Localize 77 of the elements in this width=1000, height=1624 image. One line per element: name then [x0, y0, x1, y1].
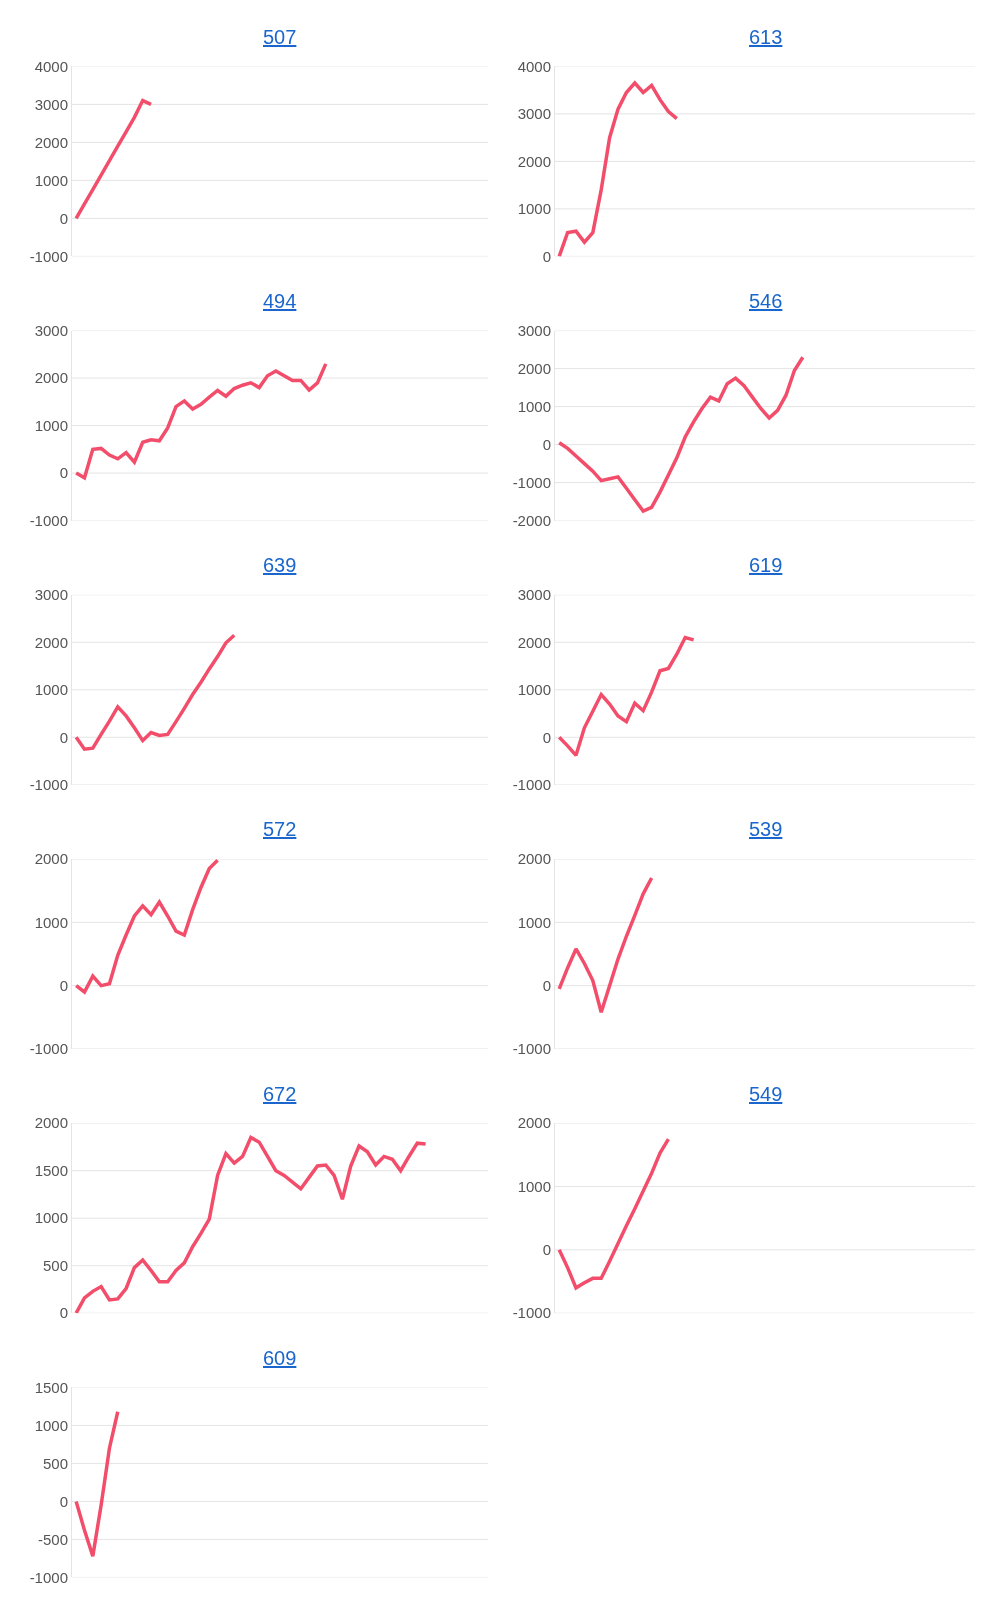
chart-title: 539: [749, 818, 783, 840]
line-series: [74, 362, 328, 480]
y-tick-label: 2000: [34, 1114, 68, 1132]
y-tick-label: 3000: [34, 321, 68, 339]
y-tick-label: 1000: [34, 1209, 68, 1227]
y-tick-label: 3000: [517, 586, 551, 604]
chart-title: 507: [263, 26, 297, 48]
y-tick-label: 2000: [34, 850, 68, 868]
y-tick-label: 1000: [517, 1177, 551, 1195]
chart-title: 672: [263, 1083, 297, 1105]
y-tick-label: 3000: [34, 586, 68, 604]
line-series: [74, 1135, 428, 1314]
line-series: [74, 633, 236, 751]
y-tick-label: 2000: [517, 359, 551, 377]
y-tick-label: 1000: [34, 681, 68, 699]
y-tick-label: 1000: [34, 913, 68, 931]
y-tick-label: 500: [42, 1256, 68, 1274]
y-tick-label: 0: [59, 1492, 68, 1510]
y-tick-label: 0: [59, 1304, 68, 1322]
y-tick-label: 2000: [517, 152, 551, 170]
y-tick-label: -1000: [29, 511, 68, 529]
line-series: [74, 98, 153, 221]
y-tick-label: -1000: [29, 1040, 68, 1058]
y-tick-label: 1000: [34, 416, 68, 434]
y-tick-label: 4000: [517, 57, 551, 75]
y-tick-label: 0: [542, 728, 551, 746]
y-tick-label: 0: [542, 976, 551, 994]
y-tick-label: 3000: [34, 95, 68, 113]
y-tick-label: 1500: [34, 1161, 68, 1179]
line-series: [557, 81, 679, 257]
line-series: [557, 355, 805, 513]
y-tick-label: 2000: [34, 633, 68, 651]
chart-title: 619: [749, 554, 783, 576]
y-tick-label: 0: [542, 1241, 551, 1259]
line-series: [557, 1137, 671, 1290]
chart-title: 549: [749, 1083, 783, 1105]
y-tick-label: -1000: [512, 1040, 551, 1058]
y-tick-label: 0: [59, 976, 68, 994]
y-tick-label: 2000: [517, 1114, 551, 1132]
y-tick-label: 0: [59, 728, 68, 746]
y-tick-label: 0: [542, 435, 551, 453]
y-tick-label: 4000: [34, 57, 68, 75]
y-tick-label: 0: [542, 247, 551, 265]
chart-title: 639: [263, 554, 297, 576]
y-tick-label: -1000: [512, 473, 551, 491]
y-tick-label: 3000: [517, 321, 551, 339]
y-tick-label: -1000: [512, 776, 551, 794]
chart-title: 613: [749, 26, 783, 48]
y-tick-label: -1000: [29, 776, 68, 794]
y-tick-label: 1000: [34, 1416, 68, 1434]
y-tick-label: -1000: [29, 247, 68, 265]
y-tick-label: 1000: [34, 171, 68, 189]
y-tick-label: 2000: [517, 850, 551, 868]
y-tick-label: -500: [37, 1530, 68, 1548]
y-tick-label: 2000: [34, 133, 68, 151]
chart-title: 609: [263, 1347, 297, 1369]
chart-title: 546: [749, 290, 783, 312]
y-tick-label: 1000: [517, 397, 551, 415]
chart-title: 572: [263, 818, 297, 840]
y-tick-label: 500: [42, 1454, 68, 1472]
y-tick-label: 1500: [34, 1378, 68, 1396]
line-series: [557, 635, 696, 758]
y-tick-label: 1000: [517, 200, 551, 218]
y-tick-label: -1000: [29, 1568, 68, 1586]
line-series: [74, 859, 220, 994]
y-tick-label: 3000: [517, 105, 551, 123]
y-tick-label: 2000: [517, 633, 551, 651]
y-tick-label: -1000: [512, 1304, 551, 1322]
y-tick-label: 1000: [517, 913, 551, 931]
y-tick-label: 1000: [517, 681, 551, 699]
line-series: [74, 1409, 120, 1558]
y-tick-label: 0: [59, 464, 68, 482]
line-series: [557, 876, 654, 1015]
chart-title: 494: [263, 290, 297, 312]
y-tick-label: 0: [59, 209, 68, 227]
y-tick-label: 2000: [34, 369, 68, 387]
y-tick-label: -2000: [512, 511, 551, 529]
